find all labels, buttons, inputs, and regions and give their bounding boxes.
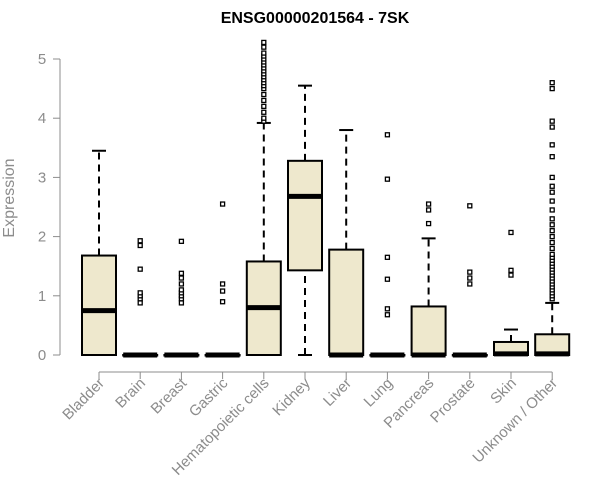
x-tick-label: Lung bbox=[361, 375, 397, 411]
outlier-point bbox=[549, 183, 555, 189]
box-group bbox=[204, 201, 241, 358]
outlier-point bbox=[549, 85, 555, 92]
outlier-point bbox=[219, 288, 226, 294]
outlier-point bbox=[384, 276, 391, 282]
outlier-point bbox=[219, 281, 226, 287]
outlier-point bbox=[261, 44, 267, 50]
x-tick-label: Breast bbox=[148, 374, 191, 417]
x-tick-label: Brain bbox=[112, 375, 149, 412]
outlier-point bbox=[549, 251, 555, 258]
outlier-point bbox=[549, 124, 555, 130]
outlier-point bbox=[384, 132, 391, 138]
outlier-point bbox=[508, 272, 514, 278]
box bbox=[410, 305, 447, 356]
outlier-point bbox=[384, 176, 391, 182]
outlier-point bbox=[467, 275, 473, 281]
outlier-point bbox=[467, 281, 473, 287]
outlier-point bbox=[425, 207, 432, 213]
outlier-point bbox=[425, 201, 432, 207]
outlier-point bbox=[384, 254, 391, 260]
y-tick-label: 2 bbox=[38, 229, 46, 246]
outlier-point bbox=[137, 290, 143, 296]
outlier-point bbox=[261, 91, 267, 98]
box-group bbox=[163, 238, 200, 358]
outlier-point bbox=[549, 233, 555, 240]
box-group bbox=[410, 201, 447, 358]
outlier-point bbox=[137, 242, 143, 249]
outlier-point bbox=[219, 201, 226, 207]
outlier-point bbox=[467, 203, 473, 209]
box-group bbox=[81, 149, 117, 357]
outlier-point bbox=[384, 312, 391, 318]
outlier-point bbox=[178, 275, 185, 281]
chart-title: ENSG00000201564 - 7SK bbox=[221, 10, 410, 27]
y-tick-label: 4 bbox=[38, 110, 46, 127]
outlier-point bbox=[549, 142, 555, 148]
outlier-point bbox=[261, 39, 267, 46]
outlier-point bbox=[549, 174, 555, 181]
outlier-point bbox=[261, 115, 267, 121]
outlier-point bbox=[549, 216, 555, 222]
outlier-point bbox=[549, 154, 555, 160]
outlier-point bbox=[178, 281, 185, 287]
box bbox=[81, 254, 117, 357]
outlier-point bbox=[549, 239, 555, 246]
outlier-point bbox=[178, 287, 185, 293]
outlier-point bbox=[261, 103, 267, 110]
outlier-point bbox=[261, 97, 267, 104]
outlier-point bbox=[549, 228, 555, 234]
box bbox=[328, 248, 365, 356]
x-tick-label: Bladder bbox=[59, 375, 108, 424]
x-tick-label: Prostate bbox=[427, 375, 479, 427]
outlier-point bbox=[137, 238, 143, 244]
box-group bbox=[369, 132, 406, 358]
box-group bbox=[451, 203, 488, 358]
plot-area bbox=[81, 39, 571, 358]
outlier-point bbox=[425, 220, 432, 227]
x-tick-label: Liver bbox=[320, 375, 355, 410]
outlier-point bbox=[549, 198, 555, 204]
outlier-point bbox=[549, 245, 555, 252]
outlier-point bbox=[261, 109, 267, 115]
outlier-point bbox=[219, 299, 226, 305]
outlier-point bbox=[261, 50, 267, 56]
outlier-point bbox=[137, 266, 143, 272]
outlier-point bbox=[178, 238, 185, 244]
outlier-point bbox=[549, 207, 555, 213]
box-group bbox=[122, 238, 159, 358]
outlier-point bbox=[178, 300, 185, 306]
y-tick-label: 0 bbox=[38, 347, 46, 364]
outlier-point bbox=[549, 118, 555, 124]
outlier-point bbox=[178, 270, 185, 276]
box bbox=[287, 159, 323, 272]
y-axis: 0 1 2 3 4 5 bbox=[38, 51, 61, 364]
outlier-point bbox=[549, 189, 555, 195]
outlier-point bbox=[549, 80, 555, 86]
box-group bbox=[493, 229, 529, 357]
y-tick-label: 5 bbox=[38, 51, 46, 68]
box-group bbox=[328, 129, 365, 358]
x-tick-label: Kidney bbox=[269, 374, 314, 419]
box-group bbox=[534, 80, 571, 357]
outlier-point bbox=[384, 306, 391, 312]
outlier-point bbox=[508, 267, 514, 273]
y-axis-label: Expression bbox=[1, 158, 18, 237]
outlier-point bbox=[508, 229, 514, 236]
y-tick-label: 1 bbox=[38, 288, 46, 305]
outlier-point bbox=[467, 269, 473, 275]
x-tick-label: Skin bbox=[487, 375, 520, 408]
outlier-point bbox=[137, 300, 143, 306]
y-tick-label: 3 bbox=[38, 169, 46, 186]
box-group bbox=[245, 39, 282, 356]
box-group bbox=[287, 84, 323, 356]
outlier-point bbox=[549, 222, 555, 228]
